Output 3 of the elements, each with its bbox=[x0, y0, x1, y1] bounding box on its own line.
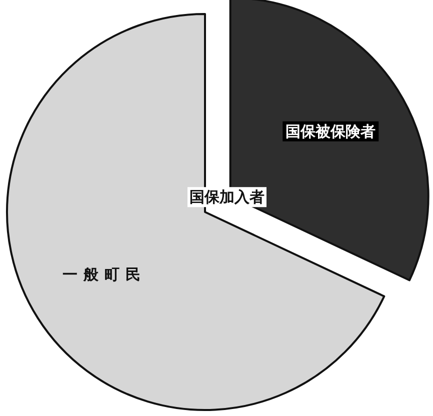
text: 国保加入者 bbox=[190, 188, 264, 206]
slice-label: 国保被保険者 bbox=[286, 122, 376, 140]
slice-label: 一般町民 bbox=[62, 266, 147, 284]
